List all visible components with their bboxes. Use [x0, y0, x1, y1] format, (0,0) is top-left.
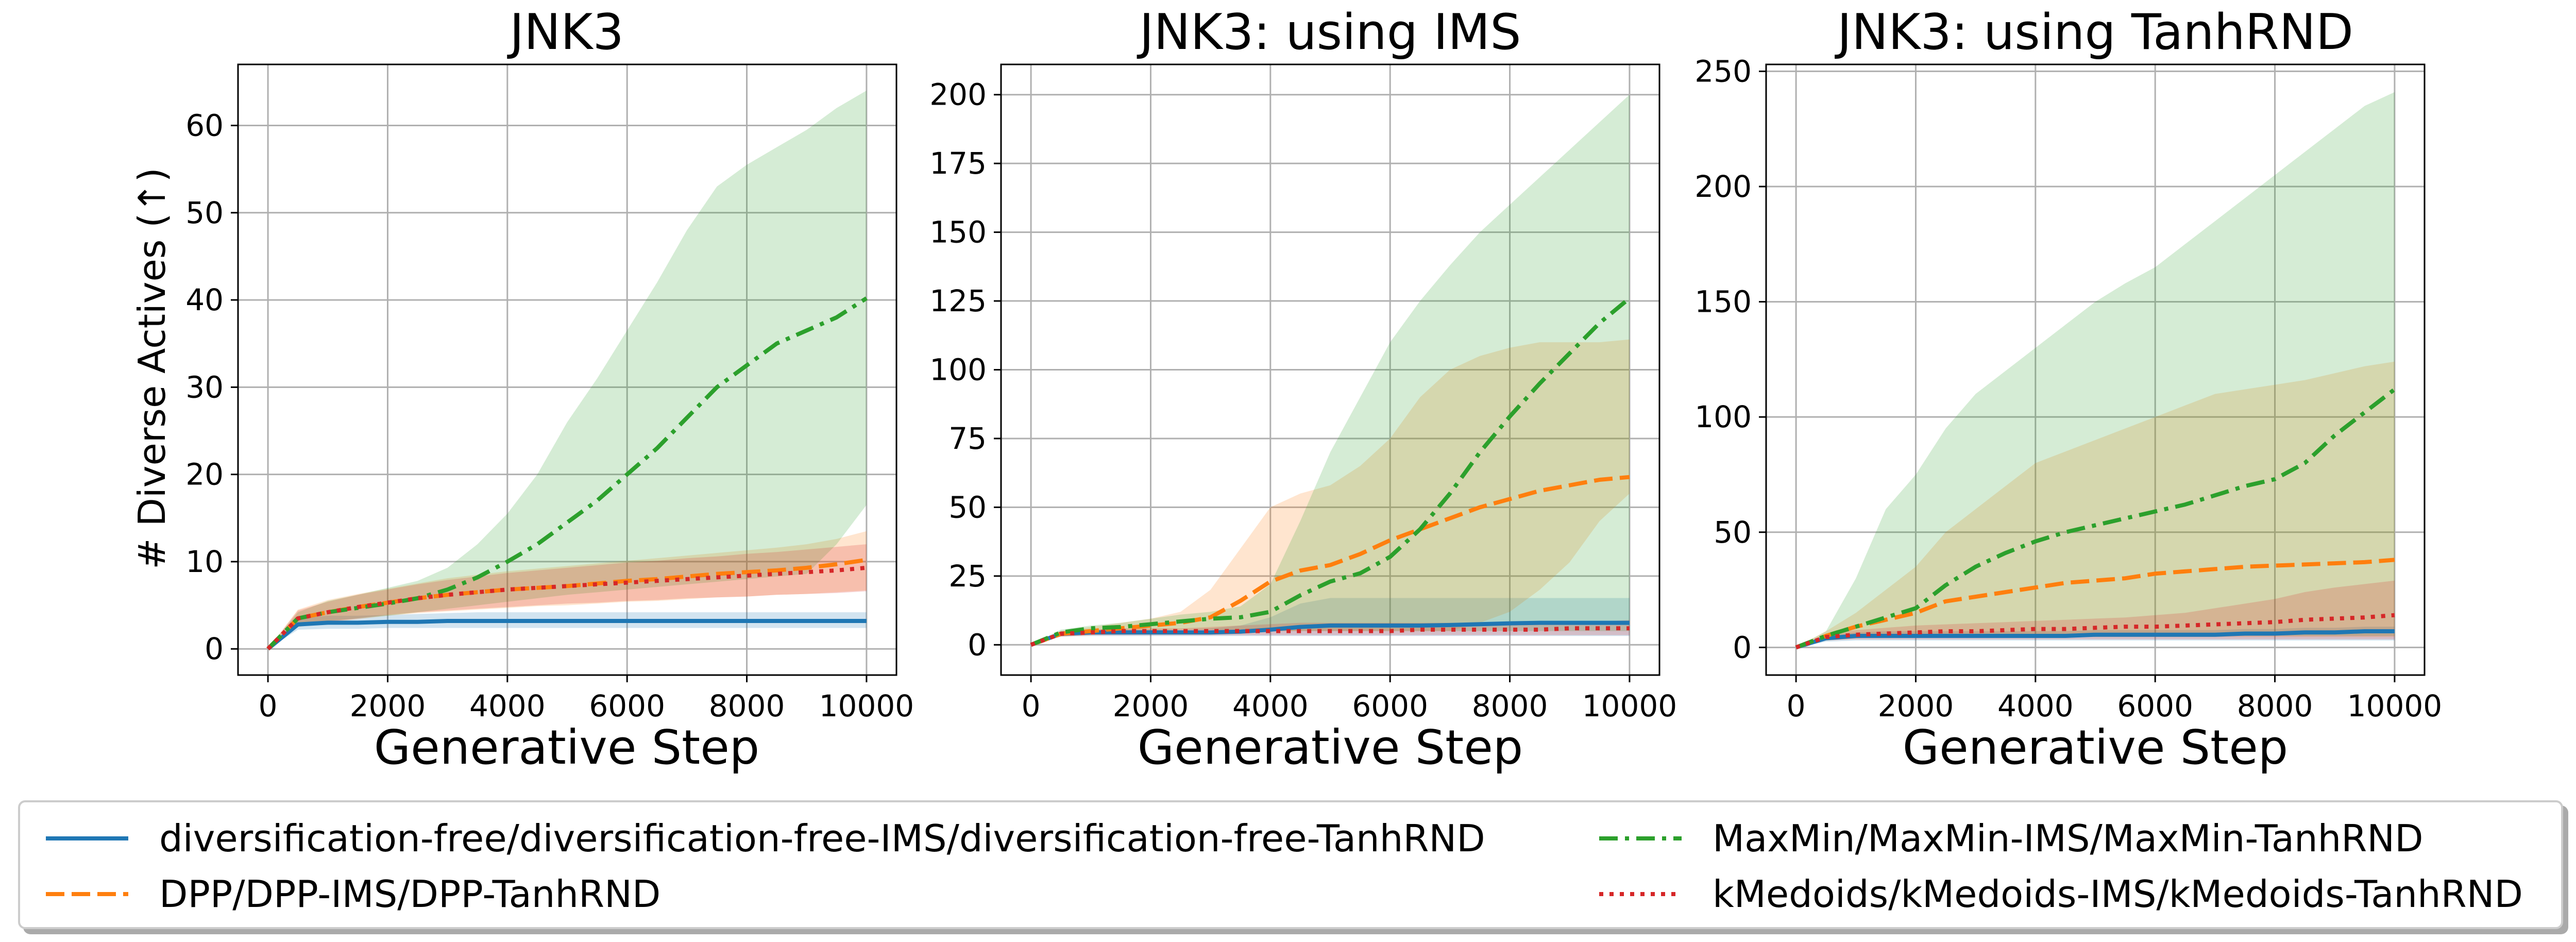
y-tick-label: 100 — [1694, 399, 1752, 434]
series-line-MaxMin-IMS — [1030, 296, 1631, 647]
confidence-band-kMedoids — [268, 544, 867, 649]
y-tick-label: 100 — [929, 352, 987, 388]
y-tick-label: 150 — [1694, 284, 1752, 319]
legend-label: diversification-free/diversification-fre… — [159, 817, 1485, 860]
series-line-DPP-IMS — [1030, 475, 1630, 647]
series-line-kMedoids-TanhRND — [1795, 613, 2395, 650]
legend-label: MaxMin/MaxMin-IMS/MaxMin-TanhRND — [1713, 817, 2424, 860]
x-axis-label: Generative Step — [1138, 720, 1523, 775]
x-tick-label: 4000 — [1997, 688, 2074, 724]
plot-area — [1765, 63, 2426, 676]
x-axis-label: Generative Step — [374, 720, 759, 775]
x-tick-label: 10000 — [1582, 688, 1677, 724]
legend-line-solid — [46, 836, 128, 840]
y-tick-label: 250 — [1694, 54, 1752, 89]
legend-entry: MaxMin/MaxMin-IMS/MaxMin-TanhRND — [1599, 813, 2424, 864]
axes-frame — [237, 63, 897, 676]
x-tick-label: 2000 — [1878, 688, 1954, 724]
legend-line-dotted — [1599, 892, 1682, 896]
chart-panel-jnk3: JNK3 Generative Step # Diverse Actives (… — [130, 4, 914, 775]
y-tick-label: 50 — [1714, 515, 1752, 550]
x-tick-label: 2000 — [1113, 688, 1189, 724]
y-tick-label: 175 — [929, 146, 987, 181]
chart-panel-jnk3-ims: JNK3: using IMS Generative Step 0 2000 400… — [929, 4, 1677, 775]
x-tick-label: 2000 — [350, 688, 426, 724]
y-tick-label: 50 — [185, 195, 224, 230]
legend-entry: DPP/DPP-IMS/DPP-TanhRND — [46, 868, 660, 920]
panel-title: JNK3: using TanhRND — [1835, 4, 2353, 61]
y-tick-label: 25 — [948, 559, 987, 594]
x-tick-label: 6000 — [589, 688, 665, 724]
y-tick-label: 60 — [185, 108, 224, 143]
x-tick-label: 10000 — [819, 688, 914, 724]
x-axis-label: Generative Step — [1903, 720, 2288, 775]
legend-line-dashed — [46, 892, 128, 896]
y-tick-label: 0 — [968, 627, 987, 662]
legend-label: DPP/DPP-IMS/DPP-TanhRND — [159, 872, 661, 916]
series-line-diversification-free — [266, 619, 867, 651]
plot-area — [1000, 63, 1660, 676]
y-tick-label: 75 — [948, 421, 987, 456]
series-line-diversification-free-IMS — [1030, 620, 1630, 647]
x-tick-label: 6000 — [2117, 688, 2193, 724]
y-tick-label: 0 — [205, 631, 224, 666]
y-tick-label: 30 — [185, 369, 224, 405]
series-line-DPP-TanhRND — [1795, 558, 2395, 650]
legend-label: kMedoids/kMedoids-IMS/kMedoids-TanhRND — [1713, 872, 2523, 916]
x-tick-label: 0 — [1022, 688, 1041, 724]
confidence-band-MaxMin-TanhRND — [1796, 92, 2395, 648]
x-tick-label: 8000 — [1472, 688, 1548, 724]
y-axis-label: # Diverse Actives (↑) — [130, 167, 174, 569]
x-tick-label: 4000 — [1232, 688, 1309, 724]
panel-title: JNK3 — [507, 4, 624, 61]
x-tick-label: 6000 — [1352, 688, 1428, 724]
plot-area — [237, 63, 897, 676]
chart-panel-jnk3-tanhrnd: JNK3: using TanhRND Generative Step 0 200… — [1694, 4, 2442, 775]
series-line-diversification-free-TanhRND — [1795, 629, 2395, 650]
x-tick-label: 0 — [1787, 688, 1806, 724]
x-tick-label: 10000 — [2347, 688, 2443, 724]
legend-line-dashdot — [1599, 836, 1682, 840]
x-tick-label: 8000 — [2237, 688, 2313, 724]
confidence-band-kMedoids-TanhRND — [1796, 580, 2395, 648]
x-tick-label: 4000 — [469, 688, 546, 724]
y-tick-label: 200 — [1694, 169, 1752, 204]
y-tick-label: 40 — [185, 282, 224, 317]
y-tick-label: 200 — [929, 77, 987, 112]
axes-frame — [1765, 63, 2426, 676]
legend-entry: kMedoids/kMedoids-IMS/kMedoids-TanhRND — [1599, 868, 2523, 920]
confidence-band-DPP-IMS — [1031, 339, 1630, 645]
x-tick-label: 8000 — [709, 688, 785, 724]
y-tick-label: 50 — [948, 490, 987, 525]
legend-entry: diversification-free/diversification-fre… — [46, 813, 1485, 864]
y-tick-label: 10 — [185, 544, 224, 579]
series-line-MaxMin-TanhRND — [1795, 388, 2396, 650]
confidence-band-DPP — [268, 531, 867, 649]
y-tick-label: 20 — [185, 457, 224, 492]
y-tick-label: 0 — [1733, 630, 1752, 665]
confidence-band-MaxMin — [268, 90, 867, 649]
series-line-kMedoids — [266, 565, 867, 651]
legend: diversification-free/diversification-fre… — [18, 800, 2563, 929]
x-tick-label: 0 — [259, 688, 278, 724]
panel-title: JNK3: using IMS — [1137, 4, 1521, 61]
y-tick-label: 150 — [929, 215, 987, 250]
y-tick-label: 125 — [929, 283, 987, 318]
confidence-band-DPP-TanhRND — [1796, 361, 2395, 648]
series-line-kMedoids-IMS — [1030, 626, 1630, 647]
